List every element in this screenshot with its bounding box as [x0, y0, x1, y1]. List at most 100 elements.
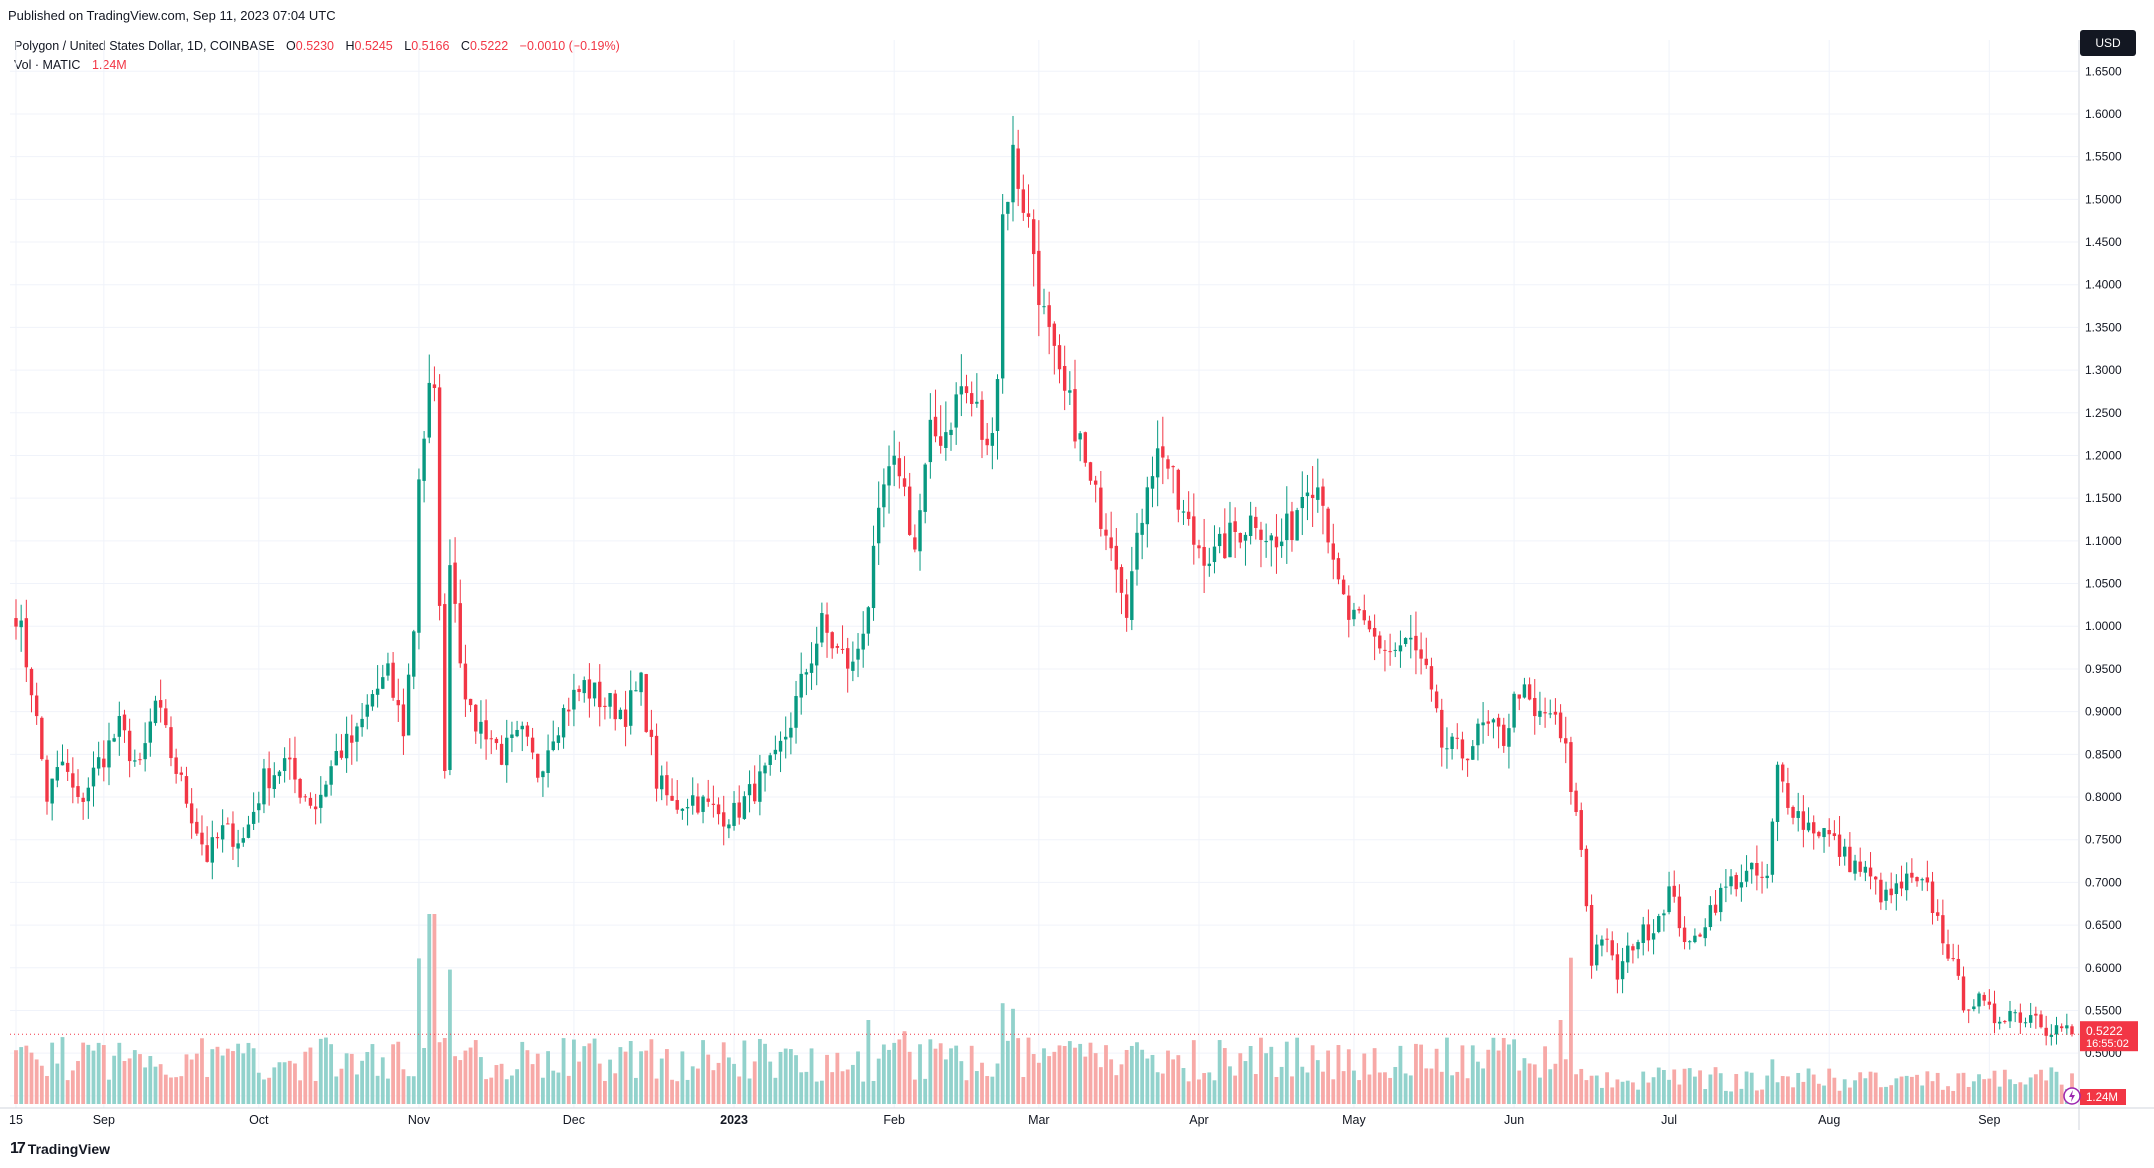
- volume-bar: [1481, 1068, 1485, 1104]
- volume-bar: [1765, 1075, 1770, 1104]
- candle-body: [1099, 487, 1103, 529]
- candle-body: [1987, 1001, 1992, 1005]
- volume-bar: [1760, 1089, 1764, 1104]
- volume-bar: [1021, 1076, 1026, 1104]
- volume-bar: [468, 1047, 473, 1104]
- volume-bar: [1098, 1067, 1103, 1104]
- candle-body: [474, 704, 478, 732]
- candle-body: [1682, 927, 1687, 943]
- volume-bar: [1574, 1074, 1578, 1104]
- candle-body: [210, 837, 215, 863]
- volume-bar: [1486, 1049, 1491, 1104]
- symbol-title[interactable]: Polygon / United States Dollar, 1D, COIN…: [14, 39, 275, 53]
- candle-body: [1383, 649, 1387, 651]
- candle-body: [293, 757, 297, 780]
- volume-bar: [1729, 1091, 1733, 1104]
- candle-body: [370, 694, 375, 707]
- candle-body: [592, 682, 597, 699]
- candle-body: [1657, 916, 1661, 932]
- candle-body: [1910, 872, 1914, 878]
- candle-body: [1047, 305, 1051, 327]
- volume-bar: [396, 1041, 401, 1104]
- candle-body: [1347, 595, 1351, 620]
- candle-body: [1217, 533, 1222, 547]
- candle-body: [902, 478, 907, 487]
- candle-body: [747, 784, 752, 796]
- candle-body: [484, 720, 488, 740]
- volume-bar: [763, 1043, 767, 1104]
- volume-bar: [768, 1061, 773, 1104]
- volume-bar: [954, 1045, 959, 1104]
- candle-body: [1899, 881, 1904, 889]
- currency-button[interactable]: USD: [2080, 30, 2136, 56]
- candle-body: [541, 771, 545, 778]
- tradingview-brand[interactable]: 17 TradingView: [10, 1140, 110, 1158]
- candle-body: [231, 823, 235, 847]
- candle-body: [990, 433, 995, 446]
- candle-body: [1956, 958, 1961, 976]
- candle-body: [169, 727, 173, 759]
- candle-body: [1641, 924, 1645, 943]
- candle-body: [1817, 832, 1821, 837]
- price-tick-label: 0.6500: [2085, 918, 2122, 932]
- volume-bar: [1651, 1077, 1656, 1104]
- candle-body: [546, 750, 550, 773]
- candle-body: [1104, 529, 1108, 536]
- candle-body: [1538, 710, 1542, 717]
- candle-body: [577, 688, 581, 693]
- volume-bar: [1791, 1087, 1795, 1104]
- candle-body: [866, 607, 871, 634]
- volume-bar: [608, 1059, 612, 1104]
- candle-body: [308, 797, 313, 806]
- candle-body: [437, 387, 442, 606]
- volume-bar: [256, 1072, 261, 1104]
- candle-body: [432, 384, 437, 389]
- candle-body: [1966, 1009, 1971, 1011]
- candle-body: [1155, 448, 1160, 478]
- candle-body: [551, 741, 555, 751]
- candle-body: [1207, 563, 1212, 567]
- volume-bar: [628, 1040, 633, 1104]
- candle-body: [587, 679, 592, 699]
- volume-bar: [1982, 1079, 1987, 1104]
- candle-body: [1796, 811, 1800, 818]
- candle-body: [1321, 486, 1325, 506]
- volume-bar: [2028, 1077, 2033, 1104]
- candle-body: [1486, 721, 1490, 724]
- volume-bar: [1073, 1047, 1077, 1104]
- volume-bar: [1713, 1067, 1718, 1104]
- candle-body: [1238, 532, 1243, 543]
- legend: Polygon / United States Dollar, 1D, COIN…: [14, 37, 620, 75]
- candle-body: [1734, 874, 1738, 890]
- ohlc-legend: Polygon / United States Dollar, 1D, COIN…: [14, 37, 620, 56]
- volume-bar: [1832, 1077, 1837, 1104]
- volume-bar: [556, 1072, 561, 1104]
- volume-bar: [1305, 1072, 1310, 1104]
- candle-body: [412, 631, 416, 677]
- volume-bar: [215, 1046, 220, 1104]
- volume-bar: [1326, 1050, 1331, 1104]
- volume-label[interactable]: Vol · MATIC: [14, 58, 81, 72]
- candle-body: [1765, 875, 1769, 879]
- volume-bar: [721, 1042, 726, 1104]
- volume-bar: [1997, 1086, 2002, 1104]
- candle-body: [262, 768, 266, 805]
- candle-body: [148, 721, 153, 743]
- volume-bar: [1915, 1074, 1919, 1104]
- volume-bar: [876, 1058, 881, 1104]
- candle-body: [1873, 876, 1878, 880]
- volume-bar: [1956, 1073, 1961, 1104]
- candle-body: [2070, 1026, 2074, 1035]
- candle-body: [1181, 511, 1186, 513]
- candle-body: [1135, 532, 1139, 570]
- volume-bar: [1625, 1080, 1630, 1104]
- volume-bar: [303, 1051, 308, 1104]
- volume-bar: [1553, 1063, 1558, 1104]
- candle-body: [536, 753, 540, 778]
- volume-bar: [473, 1040, 478, 1104]
- volume-bar: [1961, 1072, 1966, 1104]
- candle-body: [2034, 1013, 2038, 1016]
- candle-body: [1719, 887, 1723, 913]
- volume-bar: [1202, 1073, 1207, 1104]
